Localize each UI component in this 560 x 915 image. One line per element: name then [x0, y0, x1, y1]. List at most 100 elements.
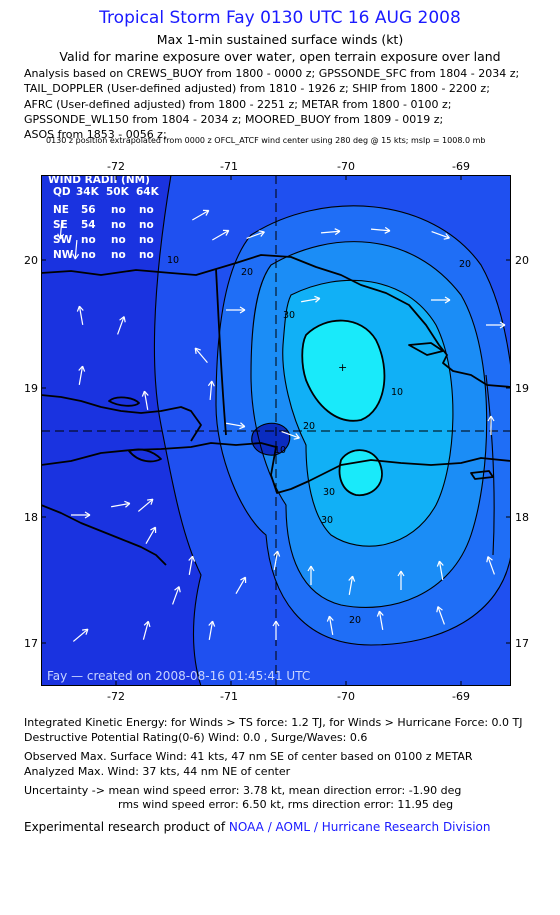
hispaniola-north-coast	[41, 254, 511, 388]
wind-vector-arrow	[487, 415, 495, 435]
wind-radii-value: 56	[81, 204, 96, 216]
contour-line	[282, 279, 454, 547]
contour-label: 10	[167, 255, 179, 266]
contour-line	[301, 319, 386, 422]
ike-line: Integrated Kinetic Energy: for Winds > T…	[24, 716, 523, 729]
wind-vector-arrow	[397, 570, 405, 590]
wind-radii-value: no	[139, 219, 154, 231]
wind-vector-arrow	[273, 550, 281, 570]
wind-radii-quadrant: SE	[53, 219, 68, 231]
map-title: Tropical Storm Fay 0130 UTC 16 AUG 2008	[99, 8, 461, 28]
wind-vector-arrow	[137, 498, 154, 512]
credit-line: Experimental research product of NOAA / …	[24, 820, 490, 834]
wind-vectors	[57, 209, 506, 642]
contour-label: 10	[274, 445, 286, 456]
wind-vector-arrow	[436, 560, 444, 580]
wind-vector-arrow	[207, 380, 215, 401]
analysis-line: ASOS from 1853 - 0056 z;	[24, 128, 167, 142]
wind-radii-header: QD	[53, 186, 71, 198]
y-tick-left: 19	[24, 382, 38, 395]
wind-vector-arrow	[326, 615, 334, 635]
wind-radii-value: no	[111, 234, 126, 246]
y-tick-right: 19	[515, 382, 529, 395]
contour-label: 20	[241, 267, 253, 278]
observed-max-line: Observed Max. Surface Wind: 41 kts, 47 n…	[24, 750, 473, 763]
wind-radii-value: no	[139, 204, 154, 216]
gonave-island	[108, 396, 140, 407]
wind-field-svg: 10 20 30 10 20 20 30 10 20 30 + WIND RAD…	[41, 175, 511, 686]
wind-vector-arrow	[78, 365, 86, 385]
map-frame	[41, 175, 511, 686]
wind-radii-value: no	[111, 204, 126, 216]
wind-vector-arrow	[320, 228, 341, 236]
analysis-line: GPSSONDE_WL150 from 1804 - 2034 z; MOORE…	[24, 112, 444, 126]
wind-radii-value: no	[139, 234, 154, 246]
wind-radii-header: 50K	[106, 186, 130, 198]
hrd-link[interactable]: NOAA / AOML / Hurricane Research Divisio…	[228, 820, 491, 834]
wind-radii-header: 64K	[136, 186, 160, 198]
x-tick-bottom: -69	[452, 690, 470, 703]
wind-vector-arrow	[486, 556, 495, 575]
x-tick-bottom: -72	[107, 690, 125, 703]
wind-radii-value: no	[111, 219, 126, 231]
wind-vector-arrow	[281, 431, 300, 440]
haiti-southern-peninsula	[41, 442, 277, 466]
map-ticks	[41, 175, 511, 686]
wind-vector-arrow	[141, 390, 149, 410]
wind-vector-arrow	[272, 620, 280, 640]
exposure-note: Valid for marine exposure over water, op…	[59, 49, 501, 64]
wind-radii-value: no	[139, 249, 154, 261]
navassa-coast	[128, 448, 162, 463]
wind-vector-arrow	[57, 219, 65, 240]
max-wind-marker: +	[338, 361, 347, 374]
wind-vector-arrow	[307, 565, 315, 585]
x-tick-top: -69	[452, 160, 470, 173]
y-tick-right: 20	[515, 254, 529, 267]
analysis-line: AFRC (User-defined adjusted) from 1800 -…	[24, 97, 452, 111]
wind-vector-arrow	[117, 316, 126, 335]
wind-radii-header: 34K	[76, 186, 100, 198]
wind-vector-arrow	[72, 628, 89, 642]
wind-radii-value: 54	[81, 219, 96, 231]
wind-vector-arrow	[172, 586, 181, 605]
dpr-line: Destructive Potential Rating(0-6) Wind: …	[24, 731, 368, 744]
uncertainty-line-1: Uncertainty -> mean wind speed error: 3.…	[24, 784, 462, 797]
wind-radii-table: WIND RADII (NM) QD 34K 50K 64K NE 56 no …	[48, 175, 160, 261]
wind-vector-arrow	[431, 231, 450, 240]
wind-vector-arrow	[431, 296, 451, 304]
wind-vector-arrow	[436, 606, 445, 625]
saona-island	[470, 470, 494, 480]
wind-vector-arrow	[246, 230, 265, 239]
y-tick-left: 18	[24, 511, 38, 524]
position-note: 0130 z position extrapolated from 0000 z…	[46, 136, 486, 145]
wind-vector-arrow	[111, 500, 131, 508]
analysis-sources: Analysis based on CREWS_BUOY from 1800 -…	[24, 66, 519, 142]
contour-label: 20	[349, 615, 361, 626]
map-subtitle: Max 1-min sustained surface winds (kt)	[156, 32, 404, 47]
x-tick-bottom: -71	[220, 690, 238, 703]
wind-vector-arrow	[194, 347, 208, 364]
wind-vector-arrow	[226, 422, 246, 430]
wind-vector-arrow	[235, 576, 247, 594]
wind-vector-arrow	[348, 575, 356, 595]
y-tick-right: 17	[515, 637, 529, 650]
credit-prefix: Experimental research product of	[24, 820, 229, 834]
wind-field-map: 10 20 30 10 20 20 30 10 20 30 + WIND RAD…	[41, 175, 511, 686]
wind-vector-arrow	[142, 620, 151, 640]
contour-line	[250, 241, 488, 608]
wind-vector-arrow	[76, 305, 84, 325]
wind-vector-arrow	[301, 295, 321, 303]
wind-radii-title: WIND RADII (NM)	[48, 175, 150, 186]
wind-vector-arrow	[486, 321, 506, 329]
wind-vector-arrow	[370, 226, 391, 234]
contour-line	[215, 205, 511, 646]
wind-vector-arrow	[212, 229, 230, 241]
contour-label: 20	[303, 421, 315, 432]
x-tick-top: -70	[337, 160, 355, 173]
contour-label: 10	[391, 387, 403, 398]
wind-vector-arrow	[226, 306, 246, 314]
wind-vector-arrow	[376, 610, 384, 630]
contour-label: 30	[283, 310, 295, 321]
wind-radii-value: no	[111, 249, 126, 261]
y-tick-left: 20	[24, 254, 38, 267]
